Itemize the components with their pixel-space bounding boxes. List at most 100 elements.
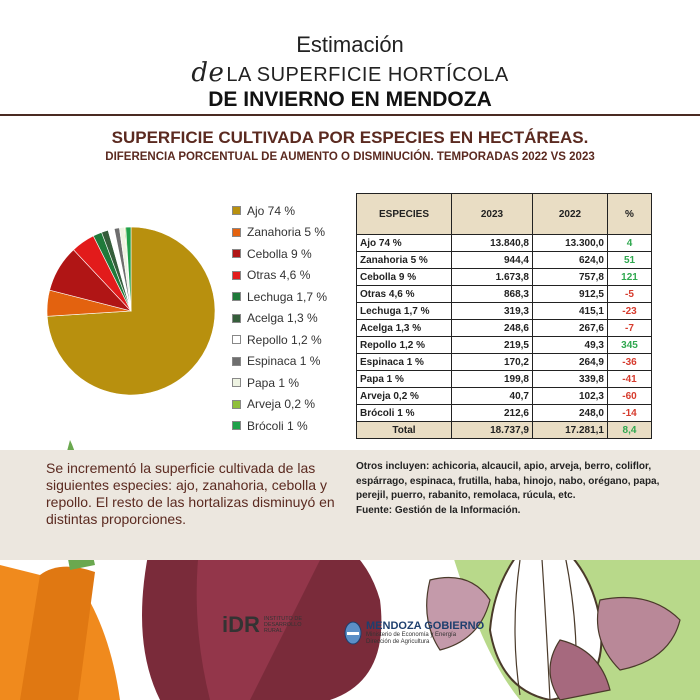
legend-item: Ajo 74 % (232, 200, 327, 222)
mendoza-gobierno-logo: MENDOZA GOBIERNO Ministerio de Economía … (344, 620, 484, 646)
table-row: Papa 1 % 199,8 339,8 -41 (356, 370, 652, 388)
total-label: Total (356, 421, 452, 439)
table-cell-2023: 248,6 (451, 319, 533, 337)
col-header-pct: % (607, 193, 652, 235)
legend-swatch (232, 227, 241, 237)
summary-text: Se incrementó la superficie cultivada de… (46, 460, 335, 527)
legend-label: Cebolla 9 % (247, 246, 312, 261)
legend-label: Lechuga 1,7 % (247, 289, 328, 304)
header-line-1: Estimación (296, 32, 404, 57)
table-cell-2023: 212,6 (451, 404, 533, 422)
table-cell-2022: 339,8 (532, 370, 608, 388)
table-cell-pct: -41 (607, 370, 652, 388)
table-cell-species: Acelga 1,3 % (356, 319, 452, 337)
table-cell-pct: -5 (607, 285, 652, 303)
legend-swatch (232, 399, 241, 409)
table-cell-pct: 121 (607, 268, 652, 286)
chart-title: SUPERFICIE CULTIVADA POR ESPECIES EN HEC… (111, 128, 589, 147)
legend-item: Lechuga 1,7 % (232, 286, 327, 308)
legend-label: Espinaca 1 % (247, 354, 321, 369)
legend-swatch (232, 270, 241, 280)
table-cell-2023: 868,3 (451, 285, 533, 303)
table-cell-2022: 624,0 (532, 251, 608, 269)
table-cell-2022: 267,6 (532, 319, 608, 337)
table-cell-2023: 219,5 (451, 336, 533, 354)
legend-item: Zanahoria 5 % (232, 222, 327, 244)
legend-swatch (232, 421, 241, 431)
chart-subtitle: DIFERENCIA PORCENTUAL DE AUMENTO O DISMI… (105, 151, 595, 163)
notes-source: Fuente: Gestión de la Información. (356, 504, 521, 516)
legend-item: Papa 1 % (232, 372, 327, 394)
legend-label: Zanahoria 5 % (247, 225, 326, 240)
legend-swatch (232, 249, 241, 259)
legend-item: Repollo 1,2 % (232, 329, 327, 351)
legend-item: Brócoli 1 % (232, 415, 327, 437)
table-cell-2023: 170,2 (451, 353, 533, 371)
table-cell-pct: 51 (607, 251, 652, 269)
header-line-2: de LA SUPERFICIE HORTÍCOLA (0, 58, 700, 88)
legend-label: Papa 1 % (247, 375, 300, 390)
table-cell-species: Ajo 74 % (356, 234, 452, 252)
total-2022: 17.281,1 (532, 421, 608, 439)
legend-item: Cebolla 9 % (232, 243, 327, 265)
header-line-2-prefix: de (191, 58, 225, 88)
table-cell-2023: 40,7 (451, 387, 533, 405)
table-cell-species: Otras 4,6 % (356, 285, 452, 303)
table-cell-2022: 757,8 (532, 268, 608, 286)
table-header-row: ESPECIES 2023 2022 % (356, 193, 652, 235)
header-line-3: DE INVIERNO EN MENDOZA (208, 88, 492, 111)
legend-item: Otras 4,6 % (232, 265, 327, 287)
table-cell-species: Arveja 0,2 % (356, 387, 452, 405)
table-cell-pct: 4 (607, 234, 652, 252)
header: Estimación de LA SUPERFICIE HORTÍCOLA DE … (0, 0, 700, 114)
legend-label: Brócoli 1 % (247, 418, 308, 433)
legend-swatch (232, 335, 241, 345)
table-cell-2022: 49,3 (532, 336, 608, 354)
table-row: Otras 4,6 % 868,3 912,5 -5 (356, 285, 652, 303)
mendoza-seal-icon (344, 621, 362, 645)
table-cell-species: Papa 1 % (356, 370, 452, 388)
table-cell-2023: 13.840,8 (451, 234, 533, 252)
table-row: Espinaca 1 % 170,2 264,9 -36 (356, 353, 652, 371)
table-cell-2023: 199,8 (451, 370, 533, 388)
col-header-2023: 2023 (451, 193, 533, 235)
table-total-row: Total 18.737,9 17.281,1 8,4 (356, 421, 652, 439)
total-pct: 8,4 (607, 421, 652, 439)
table-cell-pct: 345 (607, 336, 652, 354)
table-cell-pct: -36 (607, 353, 652, 371)
table-cell-species: Brócoli 1 % (356, 404, 452, 422)
table-row: Lechuga 1,7 % 319,3 415,1 -23 (356, 302, 652, 320)
table-cell-2022: 102,3 (532, 387, 608, 405)
notes-others: Otros incluyen: achicoria, alcaucil, api… (356, 461, 660, 501)
table-cell-2022: 264,9 (532, 353, 608, 371)
idr-logo-mark: iDR (222, 612, 260, 637)
total-2023: 18.737,9 (451, 421, 533, 439)
legend-label: Acelga 1,3 % (247, 311, 318, 326)
summary-band (0, 450, 700, 560)
table-row: Arveja 0,2 % 40,7 102,3 -60 (356, 387, 652, 405)
table-row: Acelga 1,3 % 248,6 267,6 -7 (356, 319, 652, 337)
legend-swatch (232, 292, 241, 302)
table-row: Cebolla 9 % 1.673,8 757,8 121 (356, 268, 652, 286)
col-header-species: ESPECIES (356, 193, 452, 235)
pie-chart (46, 226, 216, 396)
pie-legend: Ajo 74 % Zanahoria 5 % Cebolla 9 % Otras 4,… (232, 200, 327, 437)
table-cell-2022: 912,5 (532, 285, 608, 303)
legend-label: Repollo 1,2 % (247, 332, 322, 347)
table-cell-pct: -7 (607, 319, 652, 337)
table-cell-species: Lechuga 1,7 % (356, 302, 452, 320)
legend-label: Ajo 74 % (247, 203, 296, 218)
table-row: Brócoli 1 % 212,6 248,0 -14 (356, 404, 652, 422)
header-line-2-text: LA SUPERFICIE HORTÍCOLA (226, 64, 509, 86)
header-divider (0, 114, 700, 116)
col-header-2022: 2022 (532, 193, 608, 235)
table-row: Repollo 1,2 % 219,5 49,3 345 (356, 336, 652, 354)
legend-swatch (232, 206, 241, 216)
table-cell-2022: 415,1 (532, 302, 608, 320)
table-cell-2022: 248,0 (532, 404, 608, 422)
mendoza-ministry: Ministerio de Economía y Energía (366, 632, 457, 638)
table-cell-2023: 944,4 (451, 251, 533, 269)
legend-label: Arveja 0,2 % (247, 397, 316, 412)
table-cell-2022: 13.300,0 (532, 234, 608, 252)
table-cell-species: Espinaca 1 % (356, 353, 452, 371)
